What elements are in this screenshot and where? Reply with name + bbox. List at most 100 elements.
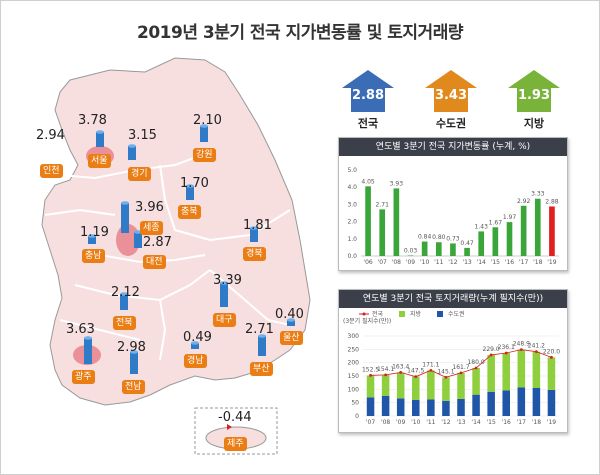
region-bar-top: [250, 226, 258, 230]
region-name-tag: 경북: [243, 247, 266, 261]
region-bar-top: [191, 341, 199, 345]
bar-segment-capital: [427, 399, 435, 416]
x-tick-label: '07: [366, 419, 375, 426]
y-tick-label: 5.0: [347, 167, 357, 174]
region-bar-top: [88, 234, 96, 238]
land-transaction-chart-panel: 연도별 3분기 전국 토지거래량(누계 필지수(만)) 전국 지방 수도권 (3분기 …: [338, 289, 568, 433]
bar-segment-local: [547, 357, 556, 390]
bar-segment-local: [487, 354, 495, 392]
y-tick-label: 200: [348, 360, 360, 367]
page-title: 2019년 3분기 전국 지가변동률 및 토지거래량: [137, 23, 463, 43]
region-value: 0.49: [183, 330, 212, 345]
land-price-chart: 5.04.03.02.01.00.04.05'062.71'073.93'080…: [347, 167, 559, 266]
x-tick-label: '13: [462, 259, 471, 266]
y-tick-label: 100: [348, 386, 360, 393]
bar: [549, 206, 555, 256]
bar-value-label: 3.93: [390, 180, 404, 187]
bar-segment-local: [427, 370, 435, 400]
x-tick-label: '13: [456, 419, 465, 426]
region-name-tag: 충북: [178, 205, 201, 219]
region-name-tag: 세종: [140, 221, 163, 235]
bar: [450, 243, 456, 256]
region-name-tag: 광주: [72, 370, 95, 384]
x-tick-label: '10: [420, 259, 429, 266]
bar-segment-capital: [502, 390, 510, 416]
region-bar-top: [200, 124, 208, 128]
x-tick-label: '11: [426, 419, 435, 426]
total-value-label: 163.4: [392, 363, 409, 370]
legend-label: 지방: [410, 310, 422, 318]
bar-value-label: 3.33: [531, 191, 545, 198]
y-tick-label: 300: [348, 333, 360, 340]
total-value-label: 154.1: [377, 366, 394, 373]
y-tick-label: 1.0: [347, 236, 357, 243]
bar-segment-local: [502, 353, 510, 391]
y-tick-label: 0: [355, 413, 359, 420]
x-tick-label: '18: [532, 419, 541, 426]
legend-swatch: [437, 311, 443, 317]
region-bar: [191, 343, 199, 349]
x-tick-label: '17: [519, 259, 528, 266]
summary-label: 지방: [523, 117, 545, 130]
region-bar: [88, 236, 96, 244]
x-tick-label: '19: [547, 419, 556, 426]
legend-label: 수도권: [448, 310, 465, 318]
total-point: [399, 371, 403, 374]
region-bar-top: [287, 318, 295, 322]
x-tick-label: '10: [411, 419, 420, 426]
total-value-label: 180.0: [467, 359, 484, 366]
jeju-down-arrow: [227, 424, 232, 430]
region-name-tag: 경남: [184, 354, 207, 368]
region-value: 1.19: [80, 225, 109, 240]
summary-arrows: [342, 70, 560, 112]
y-tick-label: 250: [348, 346, 360, 353]
region-bar: [130, 352, 138, 374]
total-point: [414, 375, 418, 379]
bar-segment-local: [457, 372, 465, 399]
bar: [478, 231, 485, 256]
region-bar-top: [128, 144, 136, 148]
summary-arrow-shape: [342, 70, 394, 112]
x-tick-label: '12: [441, 419, 450, 426]
bar-value-label: 0.47: [460, 240, 474, 247]
region-bar-top: [220, 281, 228, 285]
summary-value: 2.88: [351, 88, 385, 103]
region-name-tag: 충남: [82, 249, 105, 263]
total-point: [550, 355, 553, 359]
region-name-tag: 대전: [143, 255, 166, 269]
region-bar-top: [120, 292, 128, 296]
bar-segment-local: [472, 368, 480, 395]
total-point: [444, 375, 448, 379]
bar: [421, 241, 428, 256]
bar: [464, 247, 470, 256]
region-bar: [84, 338, 92, 364]
region-value: 2.71: [245, 322, 274, 337]
y-tick-label: 3.0: [347, 201, 357, 208]
x-tick-label: '07: [378, 259, 387, 266]
bar-segment-local: [517, 349, 526, 388]
x-tick-label: '14: [477, 259, 486, 266]
total-point: [504, 351, 508, 355]
x-tick-label: '09: [396, 419, 405, 426]
bar-segment-capital: [487, 391, 495, 416]
summary-arrow-shape: [425, 70, 477, 112]
total-point: [489, 353, 493, 357]
region-bar-top: [121, 201, 129, 205]
region-value: 1.81: [243, 218, 272, 233]
x-tick-label: '12: [448, 259, 457, 266]
land-transaction-chart-title: 연도별 3분기 전국 토지거래량(누계 필지수(만)): [339, 290, 567, 308]
region-value: 3.15: [128, 128, 157, 143]
x-tick-label: '16: [502, 419, 511, 426]
total-value-label: 236.1: [498, 344, 515, 351]
bar-value-label: 2.71: [376, 201, 390, 208]
bar: [506, 222, 513, 256]
bar-segment-local: [396, 372, 405, 399]
region-value: 3.63: [66, 322, 95, 337]
bar-segment-local: [412, 376, 420, 400]
y-tick-label: 4.0: [347, 184, 357, 191]
region-name-tag: 제주: [224, 437, 247, 451]
legend-swatch: [399, 311, 405, 317]
region-name-tag: 부산: [250, 362, 273, 376]
land-price-chart-title: 연도별 3분기 전국 지가변동률 (누계, %): [339, 138, 567, 156]
